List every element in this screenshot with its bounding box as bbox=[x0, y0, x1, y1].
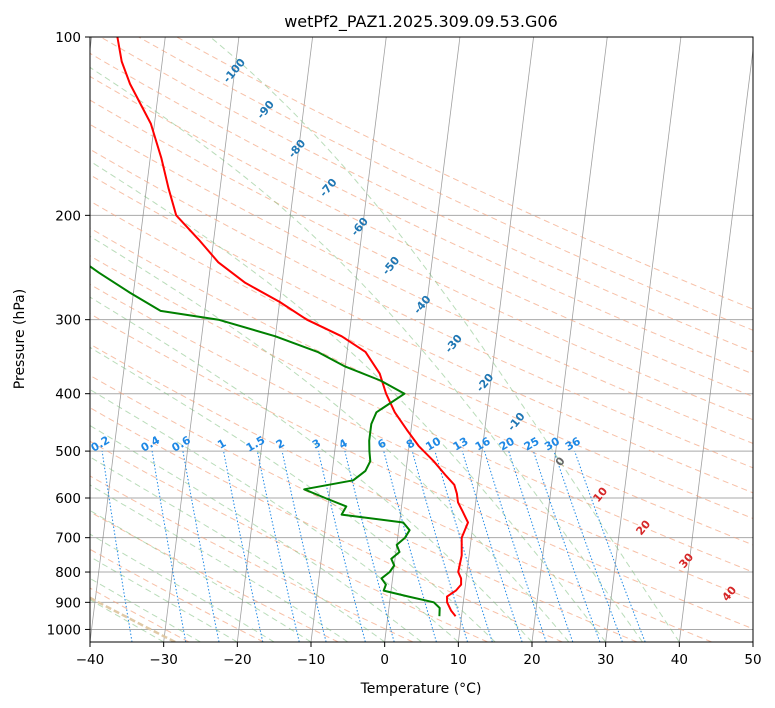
dry-adiabat-line bbox=[90, 123, 753, 444]
x-tick-label: −20 bbox=[223, 652, 252, 668]
dry-adiabat-line bbox=[90, 255, 753, 573]
dry-adiabat-line bbox=[90, 313, 753, 630]
mixing-ratio-line bbox=[223, 451, 264, 642]
mixing-ratio-line bbox=[383, 450, 437, 642]
dry-adiabat-line bbox=[90, 283, 753, 601]
y-axis-ticks: 100 200 300 400 500 600 700 800 900 1000 bbox=[47, 30, 90, 638]
x-axis-label: Temperature (°C) bbox=[360, 681, 482, 697]
dry-adiabat-line bbox=[90, 200, 753, 520]
moist-adiabats bbox=[90, 37, 680, 642]
plot-area: 0.10.20.40.611.52346810131620253036-100-… bbox=[90, 37, 753, 642]
moist-adiabat-line bbox=[90, 296, 533, 642]
moist-adiabat-line bbox=[90, 66, 643, 642]
y-axis-label: Pressure (hPa) bbox=[12, 289, 28, 389]
isotherm-line bbox=[384, 37, 461, 642]
isotherm-line bbox=[457, 37, 534, 642]
moist-adiabat-line bbox=[90, 346, 496, 642]
dry-adiabat-line bbox=[90, 596, 176, 642]
isotherm-gridlines bbox=[90, 37, 753, 642]
moist-adiabat-line bbox=[90, 160, 607, 642]
dry-adiabat-line bbox=[90, 440, 488, 642]
moist-adiabat-line bbox=[90, 577, 201, 642]
isotherm-line bbox=[310, 37, 387, 642]
x-tick-label: 0 bbox=[380, 652, 389, 668]
dry-adiabat-line bbox=[90, 475, 414, 642]
dry-adiabat-line bbox=[90, 407, 563, 642]
moist-adiabat-line bbox=[209, 37, 680, 642]
isotherm-line bbox=[605, 37, 682, 642]
mixing-ratio-line bbox=[281, 450, 327, 642]
moist-adiabat-line bbox=[90, 556, 238, 642]
mixing-ratio-line bbox=[317, 450, 366, 642]
mixing-ratio-line bbox=[553, 450, 623, 642]
x-tick-label: −10 bbox=[297, 652, 326, 668]
mixing-ratio-lines bbox=[101, 450, 646, 642]
dry-adiabats bbox=[90, 37, 753, 642]
x-axis-ticks: −40 −30 −20 −10 0 10 20 30 40 50 bbox=[76, 642, 762, 668]
isotherm-line bbox=[531, 37, 608, 642]
moist-adiabat-line bbox=[90, 235, 570, 642]
dry-adiabat-line bbox=[90, 343, 712, 642]
y-tick-label: 1000 bbox=[47, 622, 81, 638]
x-tick-label: 50 bbox=[744, 652, 761, 668]
dry-adiabat-line bbox=[100, 37, 753, 353]
mixing-ratio-line bbox=[574, 450, 646, 642]
moist-adiabat-line bbox=[90, 509, 312, 642]
mixing-ratio-line bbox=[411, 450, 468, 642]
y-tick-label: 900 bbox=[55, 595, 81, 611]
isotherm-line bbox=[163, 37, 240, 642]
x-tick-label: 30 bbox=[597, 652, 614, 668]
y-tick-label: 300 bbox=[55, 313, 81, 329]
y-tick-label: 800 bbox=[55, 565, 81, 581]
plot-frame bbox=[89, 36, 754, 643]
moist-adiabat-line bbox=[90, 388, 459, 642]
y-tick-label: 400 bbox=[55, 387, 81, 403]
dry-adiabat-line bbox=[90, 148, 753, 469]
mixing-ratio-line bbox=[508, 450, 574, 642]
mixing-ratio-line bbox=[344, 450, 395, 642]
dry-adiabat-line bbox=[90, 52, 753, 375]
y-tick-label: 200 bbox=[55, 208, 81, 224]
dry-adiabat-line bbox=[90, 227, 753, 546]
x-tick-label: −30 bbox=[149, 652, 178, 668]
x-tick-label: 40 bbox=[671, 652, 688, 668]
isotherm-line bbox=[90, 37, 166, 642]
chart-title: wetPf2_PAZ1.2025.309.09.53.G06 bbox=[284, 12, 558, 32]
dry-adiabat-line bbox=[176, 37, 753, 310]
mixing-ratio-line bbox=[434, 450, 493, 642]
profile-line bbox=[116, 37, 469, 617]
y-tick-label: 100 bbox=[55, 30, 81, 46]
dry-adiabat-line bbox=[90, 374, 638, 642]
isotherm-line bbox=[678, 46, 753, 642]
x-tick-label: −40 bbox=[76, 652, 105, 668]
y-tick-label: 600 bbox=[55, 491, 81, 507]
moist-adiabat-line bbox=[90, 456, 385, 642]
mixing-ratio-line bbox=[461, 450, 523, 642]
dry-adiabat-line bbox=[90, 548, 264, 642]
x-tick-label: 10 bbox=[450, 652, 467, 668]
x-tick-label: 20 bbox=[523, 652, 540, 668]
mixing-ratio-line bbox=[484, 450, 547, 642]
profile-line bbox=[90, 265, 441, 617]
mixing-ratio-line bbox=[256, 450, 300, 642]
y-tick-label: 500 bbox=[55, 444, 81, 460]
y-tick-label: 700 bbox=[55, 531, 81, 547]
mixing-ratio-line bbox=[532, 450, 601, 642]
profile-series bbox=[90, 37, 469, 617]
isotherm-line bbox=[236, 37, 313, 642]
moist-adiabat-line bbox=[90, 533, 275, 642]
